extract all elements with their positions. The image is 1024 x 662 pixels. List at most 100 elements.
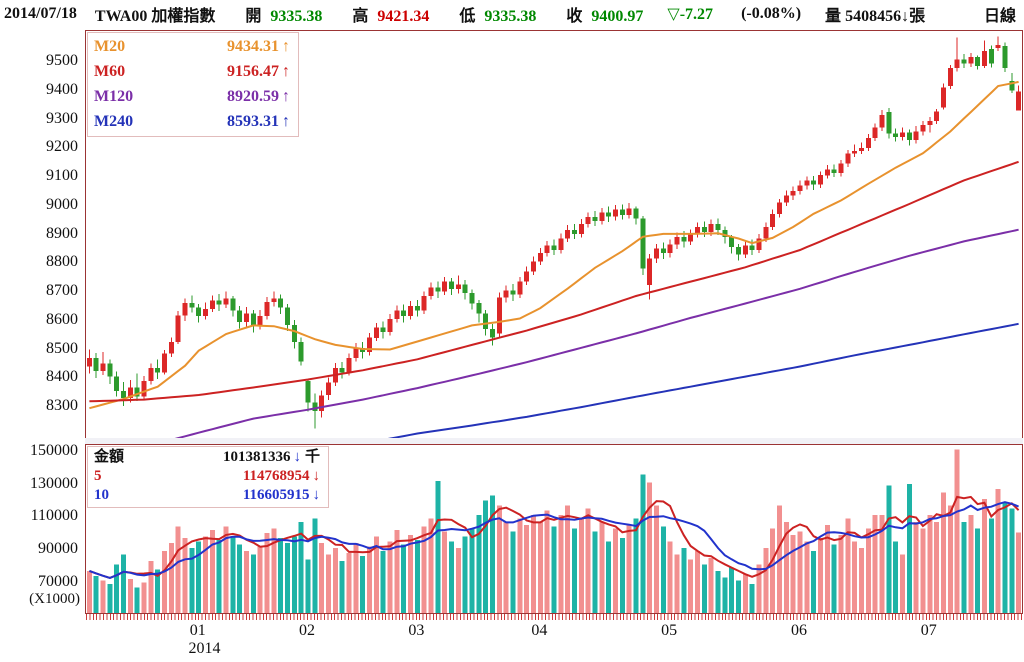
month-label: 05 — [661, 622, 678, 639]
volume-bar — [510, 531, 516, 613]
candle-body — [278, 298, 284, 308]
candle-body — [346, 357, 352, 373]
candle-body — [763, 227, 769, 239]
month-label: 03 — [408, 622, 425, 639]
volume-bar — [927, 515, 933, 613]
volume-pane[interactable]: 金額 101381336 ↓ 千 5 114768954 ↓ 10 116605915… — [85, 444, 1023, 614]
volume-bar — [387, 541, 393, 613]
candle-body — [729, 237, 735, 248]
candle-body — [852, 150, 858, 154]
axis-tick-label: 8500 — [46, 340, 78, 357]
candle-body — [326, 382, 331, 396]
volume-bar — [729, 567, 735, 613]
candle-body — [155, 368, 161, 373]
volume-bar — [783, 521, 789, 613]
candle-body — [121, 391, 127, 399]
volume-bar — [237, 544, 243, 613]
volume-bar — [654, 505, 659, 613]
volume-bar — [312, 518, 318, 613]
candle-body — [981, 50, 987, 66]
candle-body — [749, 245, 755, 250]
volume-bar — [981, 498, 987, 613]
volume-bar — [346, 552, 352, 613]
volume-bar — [988, 518, 994, 613]
volume-bar — [852, 541, 858, 613]
candle-body — [134, 387, 140, 397]
candle-body — [777, 202, 782, 214]
volume-bar — [148, 561, 154, 613]
candle-body — [503, 290, 509, 298]
volume-bar — [578, 518, 584, 613]
candle-body — [285, 307, 290, 325]
candle-body — [818, 175, 823, 185]
pane-divider — [85, 438, 1023, 444]
volume-bar — [681, 548, 687, 613]
candle-body — [387, 319, 393, 332]
candle-body — [831, 169, 837, 173]
candle-body — [551, 245, 557, 250]
ma-line-m60 — [89, 160, 1019, 403]
axis-tick-label: 90000 — [38, 540, 78, 557]
candle-body — [298, 342, 304, 362]
candle-body — [756, 238, 762, 250]
axis-tick-label: 8300 — [46, 397, 78, 414]
candle-body — [367, 337, 372, 353]
volume-bar — [155, 569, 161, 613]
ma-legend: M20 9434.31 ↑ M60 9156.47 ↑ M120 8920.59 ↑ … — [87, 32, 299, 137]
symbol-name: 加權指數 — [151, 8, 216, 25]
candle-body — [510, 290, 516, 295]
volume-bar — [278, 538, 284, 613]
candle-body — [681, 237, 687, 242]
volume-bar — [708, 557, 714, 613]
volume-bar — [196, 541, 202, 613]
volume-bar — [380, 551, 386, 613]
month-label: 04 — [531, 622, 548, 639]
candle-body — [858, 147, 864, 151]
volume-bar — [544, 510, 550, 613]
volume-bar — [319, 543, 325, 613]
volume-chart — [86, 449, 1022, 613]
axis-tick-label: 8600 — [46, 311, 78, 328]
month-label: 02 — [299, 622, 316, 639]
volume-bar — [394, 530, 400, 613]
axis-tick-label: 110000 — [30, 507, 78, 524]
candle-body — [257, 316, 263, 325]
axis-tick-label: 9000 — [46, 196, 78, 213]
volume-bar — [1009, 508, 1015, 613]
axis-tick-label: 8400 — [46, 368, 78, 385]
volume-bar — [585, 508, 591, 613]
candle-body — [947, 68, 953, 86]
symbol-and-name: TWA00 加權指數 — [95, 2, 215, 26]
axis-tick-label: 8900 — [46, 225, 78, 242]
candle-body — [531, 261, 536, 272]
volume-bar — [619, 538, 625, 613]
candle-body — [633, 208, 639, 219]
candle-body — [797, 185, 803, 192]
candle-body — [189, 303, 195, 308]
volume-bar — [298, 521, 304, 613]
volume-bar — [100, 580, 106, 613]
candle-body — [544, 245, 550, 253]
volume-bar — [503, 521, 509, 613]
candle-body — [462, 284, 468, 294]
volume-bar — [367, 546, 372, 613]
volume-bar — [428, 518, 434, 613]
candle-body — [244, 313, 250, 322]
candle-body — [988, 49, 994, 64]
axis-tick-label: 130000 — [30, 475, 78, 492]
low-field: 低 9335.38 — [459, 8, 537, 25]
volume-bar — [599, 521, 605, 613]
price-pane[interactable]: M20 9434.31 ↑ M60 9156.47 ↑ M120 8920.59 ↑ … — [85, 30, 1023, 439]
volume-bar — [305, 559, 311, 613]
volume-bar — [613, 528, 618, 613]
turnover-ma10-row: 10 116605915 ↓ — [94, 487, 320, 503]
volume-arrow-icon: ↓ — [901, 8, 910, 25]
volume-bar — [674, 554, 680, 613]
candles-group — [86, 36, 1022, 429]
candle-body — [264, 301, 270, 317]
axis-tick-label: 9100 — [46, 167, 78, 184]
volume-bar — [572, 528, 577, 613]
volume-bar — [626, 525, 632, 613]
change-percent: (-0.08%) — [741, 5, 802, 22]
